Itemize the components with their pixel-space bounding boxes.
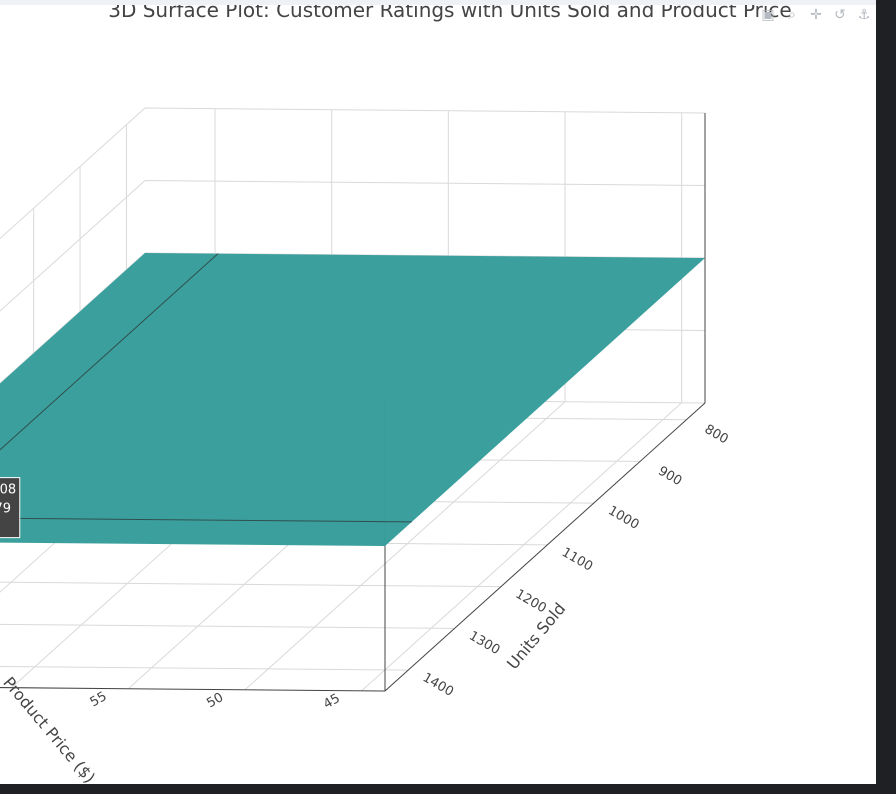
y-tick-label-1: 50 — [204, 690, 226, 711]
x-tick-label-6: 1400 — [420, 670, 456, 700]
x-axis-line — [384, 402, 706, 692]
y-axis-title: Product Price ($) — [0, 673, 99, 784]
modebar: ▣ ⌕ ✛ ↺ ⚓ — [760, 7, 872, 23]
floor-grid-y-1 — [244, 401, 566, 691]
x-tick-label-3: 1100 — [559, 545, 595, 575]
grid-line-z-4 — [0, 107, 706, 240]
surface-plane — [0, 253, 705, 546]
hover-text-y: y: 64.87179 — [0, 502, 11, 517]
right-scroll-strip — [876, 0, 896, 794]
y-tick-label-2: 55 — [88, 689, 110, 710]
hover-text-x: x: 1,392.308 — [0, 483, 16, 498]
spike-line-x — [0, 517, 412, 523]
x-tick-label-2: 1000 — [605, 503, 641, 533]
surface-plot-svg[interactable]: 800900100011001200130014004550556065−1−0… — [0, 5, 876, 784]
floor-grid-x-5 — [0, 623, 455, 629]
grid-line-z-3 — [0, 179, 706, 312]
zoom-icon[interactable]: ⌕ — [788, 7, 796, 23]
x-tick-label-0: 800 — [702, 422, 731, 447]
pan-icon[interactable]: ✛ — [810, 7, 822, 23]
floor-grid-x-6 — [0, 665, 409, 671]
orbit-rotation-icon[interactable]: ↺ — [834, 7, 846, 23]
hover-tooltip: x: 1,392.308y: 64.87179z: 0 — [0, 477, 21, 539]
hover-tooltip-box — [0, 477, 21, 539]
plot-area[interactable]: 800900100011001200130014004550556065−1−0… — [0, 5, 876, 784]
spike-line-y — [0, 253, 219, 451]
y-axis-line — [0, 687, 386, 692]
y-tick-label-0: 45 — [321, 691, 343, 712]
camera-icon[interactable]: ▣ — [761, 7, 775, 23]
x-tick-label-1: 900 — [655, 464, 684, 489]
turntable-rotation-icon[interactable]: ⚓ — [857, 7, 871, 23]
top-strip — [0, 0, 876, 5]
floor-grid-y-0 — [361, 402, 683, 692]
chart-title: 3D Surface Plot: Customer Ratings with U… — [108, 5, 792, 22]
x-tick-label-5: 1300 — [466, 629, 502, 659]
floor-grid-x-4 — [0, 581, 501, 588]
